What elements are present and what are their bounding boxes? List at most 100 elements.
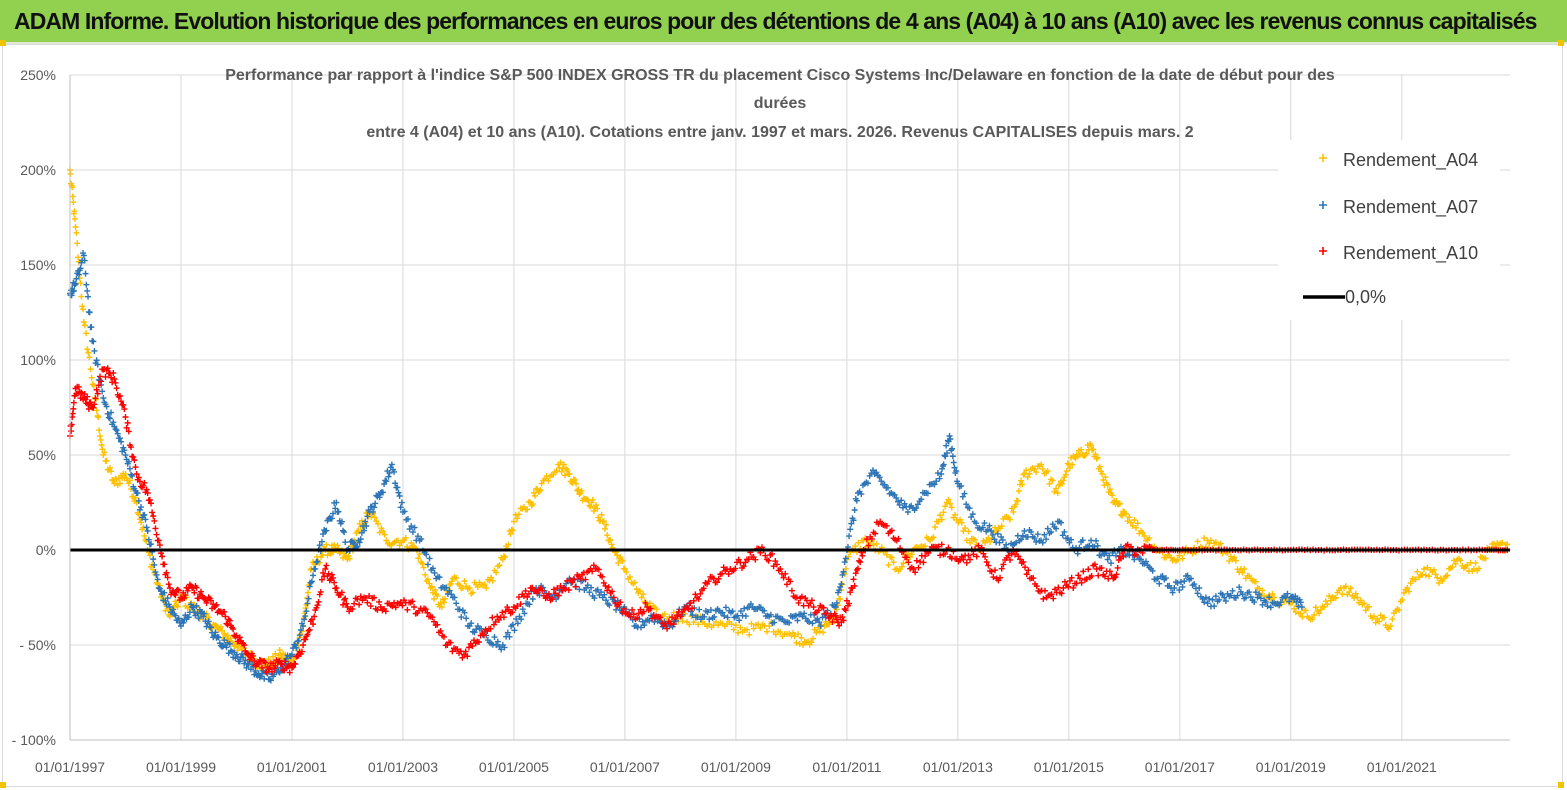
data-point-Rendement_A07	[118, 438, 125, 445]
data-point-Rendement_A07	[950, 459, 957, 466]
data-point-Rendement_A10	[820, 604, 827, 611]
data-point-Rendement_A10	[259, 664, 265, 671]
data-point-Rendement_A10	[599, 573, 606, 580]
data-point-Rendement_A07	[191, 609, 198, 616]
x-tick-label: 01/01/2019	[1256, 759, 1326, 775]
data-point-Rendement_A10	[565, 587, 572, 594]
data-point-Rendement_A07	[88, 324, 95, 331]
data-point-Rendement_A07	[961, 490, 968, 497]
data-point-Rendement_A04	[573, 480, 580, 487]
data-point-Rendement_A04	[481, 581, 488, 588]
data-point-Rendement_A10	[392, 604, 399, 611]
data-point-Rendement_A07	[767, 611, 774, 618]
data-point-Rendement_A04	[69, 193, 76, 200]
data-point-Rendement_A10	[454, 646, 461, 653]
data-point-Rendement_A07	[939, 465, 946, 472]
data-point-Rendement_A07	[511, 627, 518, 634]
data-point-Rendement_A04	[575, 486, 582, 493]
data-point-Rendement_A04	[135, 511, 142, 518]
data-point-Rendement_A10	[1051, 586, 1058, 593]
data-point-Rendement_A04	[1241, 565, 1248, 572]
data-point-Rendement_A10	[500, 614, 507, 621]
data-point-Rendement_A04	[757, 625, 764, 632]
data-point-Rendement_A04	[560, 461, 567, 468]
resize-handle-bottom-left[interactable]	[0, 782, 6, 788]
data-point-Rendement_A10	[221, 608, 228, 615]
data-point-Rendement_A10	[768, 550, 775, 557]
data-point-Rendement_A07	[1246, 589, 1253, 596]
x-tick-label: 01/01/2017	[1145, 759, 1215, 775]
data-point-Rendement_A10	[308, 616, 315, 623]
data-point-Rendement_A04	[578, 487, 585, 494]
data-point-Rendement_A10	[164, 574, 171, 581]
data-point-Rendement_A07	[984, 526, 991, 533]
data-point-Rendement_A07	[104, 410, 111, 417]
data-point-Rendement_A10	[205, 594, 212, 601]
data-point-Rendement_A10	[910, 566, 917, 572]
data-point-Rendement_A07	[891, 491, 898, 498]
data-point-Rendement_A04	[557, 459, 564, 466]
data-point-Rendement_A07	[586, 589, 593, 596]
data-point-Rendement_A10	[298, 648, 305, 655]
data-point-Rendement_A04	[1212, 539, 1219, 546]
data-point-Rendement_A07	[839, 571, 846, 578]
data-point-Rendement_A10	[602, 582, 609, 589]
data-point-Rendement_A07	[504, 629, 511, 636]
data-point-Rendement_A04	[1201, 535, 1208, 542]
data-point-Rendement_A04	[1007, 516, 1014, 523]
data-point-Rendement_A07	[841, 559, 848, 566]
data-point-Rendement_A10	[230, 626, 237, 633]
data-point-Rendement_A04	[1174, 556, 1181, 563]
data-point-Rendement_A04	[146, 552, 153, 559]
data-point-Rendement_A04	[415, 555, 422, 562]
data-point-Rendement_A10	[276, 657, 283, 664]
data-point-Rendement_A07	[369, 508, 376, 515]
data-point-Rendement_A07	[1179, 583, 1186, 590]
data-point-Rendement_A07	[180, 619, 187, 626]
data-point-Rendement_A10	[690, 597, 697, 604]
data-point-Rendement_A10	[998, 565, 1005, 572]
data-point-Rendement_A10	[161, 561, 168, 568]
y-tick-label: 0%	[36, 542, 56, 558]
data-point-Rendement_A10	[963, 559, 970, 566]
data-point-Rendement_A04	[1317, 606, 1324, 613]
data-point-Rendement_A10	[233, 632, 240, 639]
data-point-Rendement_A10	[798, 593, 805, 600]
data-point-Rendement_A04	[732, 622, 739, 629]
data-point-Rendement_A07	[584, 582, 591, 589]
data-point-Rendement_A10	[172, 591, 179, 598]
data-point-Rendement_A04	[502, 554, 509, 561]
data-point-Rendement_A10	[610, 594, 617, 601]
data-point-Rendement_A07	[312, 565, 319, 572]
data-point-Rendement_A07	[1021, 528, 1028, 534]
data-point-Rendement_A04	[1316, 610, 1323, 617]
data-point-Rendement_A07	[363, 523, 370, 530]
data-point-Rendement_A10	[343, 600, 350, 607]
resize-handle-top-right[interactable]	[1558, 40, 1564, 46]
data-point-Rendement_A07	[1074, 550, 1081, 557]
data-point-Rendement_A04	[633, 586, 640, 593]
data-point-Rendement_A10	[915, 564, 922, 571]
chart-frame	[2, 44, 1563, 787]
data-point-Rendement_A10	[524, 594, 531, 601]
data-point-Rendement_A07	[641, 622, 648, 629]
data-point-Rendement_A07	[266, 676, 273, 683]
data-point-Rendement_A04	[1352, 590, 1359, 597]
data-point-Rendement_A04	[437, 600, 444, 607]
data-point-Rendement_A10	[777, 566, 784, 572]
data-point-Rendement_A04	[670, 609, 677, 616]
resize-handle-bottom-right[interactable]	[1558, 782, 1564, 788]
data-point-Rendement_A07	[884, 484, 891, 491]
data-point-Rendement_A04	[334, 542, 341, 549]
data-point-Rendement_A07	[1018, 536, 1025, 543]
data-point-Rendement_A10	[922, 553, 929, 560]
resize-handle-top-left[interactable]	[0, 40, 6, 46]
data-point-Rendement_A07	[354, 543, 361, 550]
data-point-Rendement_A04	[323, 541, 330, 548]
data-point-Rendement_A07	[205, 618, 212, 625]
data-point-Rendement_A10	[465, 644, 472, 651]
data-point-Rendement_A10	[851, 582, 858, 589]
report-banner: ADAM Informe. Evolution historique des p…	[0, 0, 1567, 44]
data-point-Rendement_A04	[1434, 574, 1441, 581]
data-point-Rendement_A04	[1326, 593, 1333, 600]
